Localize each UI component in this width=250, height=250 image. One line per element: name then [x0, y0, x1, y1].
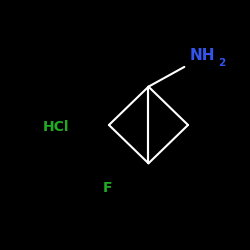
Text: HCl: HCl	[42, 120, 69, 134]
Text: NH: NH	[189, 48, 215, 63]
Text: 2: 2	[218, 58, 225, 68]
Text: F: F	[103, 181, 113, 195]
